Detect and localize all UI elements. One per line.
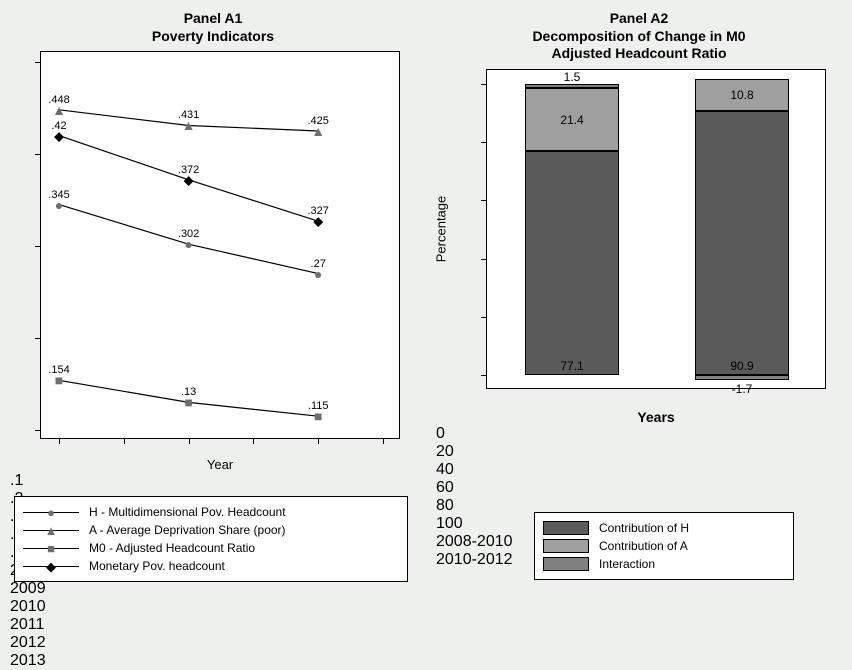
y-tick [35, 154, 41, 155]
y-tick-label: 0 [436, 425, 842, 443]
x-tick-label: 2009 [10, 580, 416, 598]
y-tick [481, 142, 487, 143]
legend-swatch: ◆ [23, 559, 79, 573]
legend-label: Monetary Pov. headcount [89, 559, 225, 573]
legend-label: A - Average Deprivation Share (poor) [89, 523, 286, 537]
data-label: .327 [307, 205, 328, 217]
x-tick [189, 438, 190, 444]
bar-segment-Interaction [695, 375, 789, 380]
data-label: .13 [181, 386, 196, 398]
legend-item: Interaction [543, 555, 785, 573]
legend-label: M0 - Adjusted Headcount Ratio [89, 541, 255, 555]
legend-label: H - Multidimensional Pov. Headcount [89, 505, 286, 519]
bar-label: -1.7 [732, 382, 753, 396]
legend-item: Contribution of H [543, 519, 785, 537]
data-label: .448 [48, 94, 69, 106]
legend-swatch: ● [23, 505, 79, 519]
y-tick [35, 430, 41, 431]
bar-chart: Percentage 77.121.41.5-1.790.910.8 [486, 69, 826, 389]
legend-label: Interaction [599, 557, 655, 571]
y-tick [481, 200, 487, 201]
bar-label: 77.1 [560, 359, 583, 373]
y-tick-label: .1 [10, 472, 416, 490]
x-tick [59, 438, 60, 444]
panel-a2-title-line1: Panel A2 [436, 10, 842, 28]
legend-b: Contribution of H Contribution of A Intera… [534, 512, 794, 580]
data-label: .27 [311, 258, 326, 270]
line-chart: ●.345●.302●.27▲.448▲.431▲.425■.154■.13■.… [40, 51, 400, 439]
y-tick [35, 62, 41, 63]
x-tick [318, 438, 319, 444]
bar-label: 1.5 [564, 70, 581, 84]
panel-a1-title: Panel A1 Poverty Indicators [10, 10, 416, 45]
x-tick-label: 2013 [10, 652, 416, 670]
data-label: .115 [308, 400, 329, 412]
bar-label: 21.4 [560, 113, 583, 127]
panel-a1-title-line1: Panel A1 [10, 10, 416, 28]
y-tick [481, 84, 487, 85]
y-tick [35, 246, 41, 247]
legend-swatch [543, 521, 589, 535]
legend-item: ■ M0 - Adjusted Headcount Ratio [23, 539, 399, 557]
bar-segment-Interaction [525, 84, 619, 88]
y-tick [481, 259, 487, 260]
data-label: .372 [178, 164, 199, 176]
bar-label: 10.8 [730, 88, 753, 102]
y-tick-label: 60 [436, 479, 842, 497]
legend-a: ● H - Multidimensional Pov. Headcount ▲ A -… [14, 496, 408, 582]
x-tick [253, 438, 254, 444]
x-tick-label: 2010 [10, 598, 416, 616]
legend-item: ▲ A - Average Deprivation Share (poor) [23, 521, 399, 539]
panel-a2-title-line3: Adjusted Headcount Ratio [436, 45, 842, 63]
panel-a2-title-line2: Decomposition of Change in M0 [436, 28, 842, 46]
line-chart-svg [41, 52, 401, 440]
data-label: .425 [307, 115, 328, 127]
legend-item: Contribution of A [543, 537, 785, 555]
bar-label: 90.9 [730, 359, 753, 373]
legend-swatch [543, 539, 589, 553]
x-tick [383, 438, 384, 444]
legend-swatch: ■ [23, 541, 79, 555]
data-label: .302 [178, 228, 199, 240]
legend-label: Contribution of H [599, 521, 689, 535]
panel-a1-title-line2: Poverty Indicators [10, 28, 416, 46]
x-axis-title-a: Year [40, 457, 400, 472]
x-tick-label: 2012 [10, 634, 416, 652]
bar-segment-H [695, 111, 789, 375]
y-tick-label: 20 [436, 443, 842, 461]
panel-a2-title: Panel A2 Decomposition of Change in M0 A… [436, 10, 842, 63]
x-tick [124, 438, 125, 444]
y-axis-title-b: Percentage [434, 195, 449, 262]
x-tick-label: 2011 [10, 616, 416, 634]
bar-segment-H [525, 151, 619, 375]
x-axis-title-b: Years [486, 409, 826, 425]
legend-label: Contribution of A [599, 539, 688, 553]
y-tick-label: 40 [436, 461, 842, 479]
legend-item: ● H - Multidimensional Pov. Headcount [23, 503, 399, 521]
data-label: .431 [178, 109, 199, 121]
data-label: .42 [51, 120, 66, 132]
y-tick [481, 317, 487, 318]
data-label: .345 [48, 189, 69, 201]
y-tick [481, 375, 487, 376]
y-tick [35, 338, 41, 339]
legend-swatch: ▲ [23, 523, 79, 537]
data-label: .154 [48, 364, 69, 376]
legend-swatch [543, 557, 589, 571]
legend-item: ◆ Monetary Pov. headcount [23, 557, 399, 575]
